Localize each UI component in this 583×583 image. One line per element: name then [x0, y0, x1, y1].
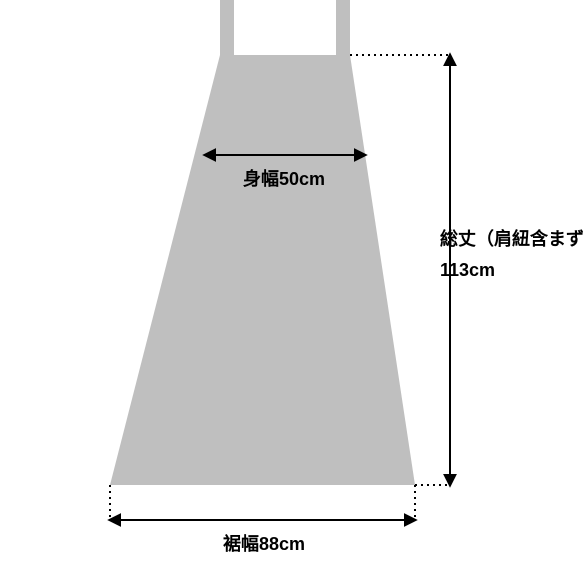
size-diagram — [0, 0, 583, 583]
strap-left — [220, 0, 234, 55]
strap-right — [336, 0, 350, 55]
garment-body — [110, 55, 415, 485]
length-label-2: 113cm — [440, 260, 495, 281]
hem-label: 裾幅88cm — [223, 530, 305, 556]
length-label-1: 総丈（肩紐含まず） — [440, 225, 583, 251]
bust-label: 身幅50cm — [243, 165, 325, 191]
